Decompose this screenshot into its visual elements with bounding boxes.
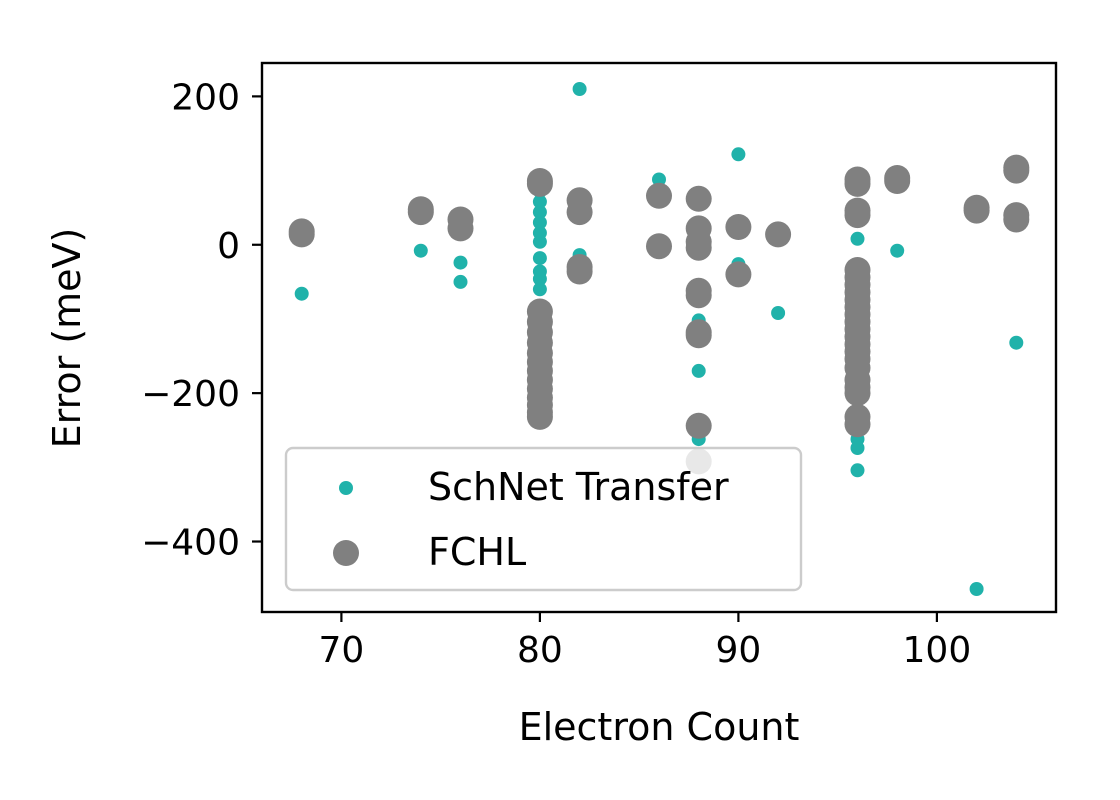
point-fchl-60 (844, 380, 871, 407)
point-schnet-transfer-10 (532, 251, 547, 266)
point-fchl-38 (725, 261, 752, 288)
point-fchl-35 (685, 412, 712, 439)
x-tick-label: 90 (715, 630, 761, 671)
point-fchl-34 (685, 322, 712, 349)
y-axis-label: Error (meV) (45, 228, 89, 449)
point-schnet-transfer-20 (731, 147, 746, 162)
point-fchl-22 (566, 199, 593, 226)
ticks-layer: 70 80 90 100 200 0 −200 −400 (141, 77, 971, 671)
point-fchl-24 (566, 258, 593, 285)
point-fchl-66 (963, 197, 990, 224)
point-fchl-7 (526, 170, 553, 197)
legend-marker-fchl (333, 540, 359, 566)
point-fchl-30 (685, 234, 712, 261)
point-fchl-39 (765, 221, 792, 248)
plot-frame (260, 61, 1058, 614)
point-schnet-transfer-13 (532, 282, 547, 297)
point-schnet-transfer-29 (1009, 335, 1024, 350)
x-tick-label: 70 (318, 630, 364, 671)
x-tick-label: 80 (517, 630, 563, 671)
point-schnet-transfer-1 (413, 243, 428, 258)
point-fchl-1 (288, 221, 315, 248)
point-schnet-transfer-18 (691, 363, 706, 378)
y-tick-label: 0 (217, 226, 240, 267)
y-tick-label: −200 (141, 374, 240, 415)
point-schnet-transfer-9 (532, 234, 547, 249)
point-fchl-5 (447, 215, 474, 242)
point-schnet-transfer-3 (453, 274, 468, 289)
point-schnet-transfer-16 (652, 172, 666, 187)
x-tick-label: 100 (903, 630, 972, 671)
point-schnet-transfer-14 (572, 82, 587, 96)
point-schnet-transfer-5 (532, 194, 547, 209)
legend-label-schnet-transfer: SchNet Transfer (428, 465, 729, 509)
point-fchl-70 (1003, 206, 1030, 233)
point-schnet-transfer-23 (850, 231, 865, 246)
point-schnet-transfer-25 (850, 441, 865, 455)
point-fchl-37 (725, 214, 752, 240)
point-schnet-transfer-7 (532, 215, 547, 230)
point-fchl-43 (844, 202, 871, 229)
legend-marker-schnet-transfer (339, 481, 353, 495)
point-fchl-62 (844, 411, 871, 438)
point-fchl-27 (685, 185, 712, 212)
point-fchl-3 (407, 196, 434, 223)
point-schnet-transfer-22 (771, 306, 786, 320)
point-schnet-transfer-28 (969, 582, 984, 596)
point-fchl-26 (646, 233, 672, 260)
point-schnet-transfer-27 (890, 243, 905, 258)
points-layer (288, 82, 1030, 596)
y-tick-label: −400 (141, 523, 240, 564)
legend: SchNet Transfer FCHL (284, 446, 803, 592)
y-tick-label: 200 (171, 77, 240, 118)
point-schnet-transfer-6 (532, 205, 547, 220)
point-schnet-transfer-2 (453, 255, 468, 270)
point-fchl-20 (526, 403, 553, 430)
point-schnet-transfer-12 (532, 271, 547, 286)
point-schnet-transfer-26 (850, 463, 865, 478)
point-fchl-68 (1003, 157, 1030, 184)
point-fchl-32 (685, 282, 712, 309)
legend-label-fchl: FCHL (428, 530, 526, 574)
point-fchl-64 (884, 168, 911, 194)
legend-box (284, 446, 803, 592)
point-schnet-transfer-0 (294, 286, 309, 301)
x-axis-label: Electron Count (519, 705, 800, 749)
point-fchl-41 (844, 170, 871, 197)
point-fchl-25 (646, 182, 672, 209)
